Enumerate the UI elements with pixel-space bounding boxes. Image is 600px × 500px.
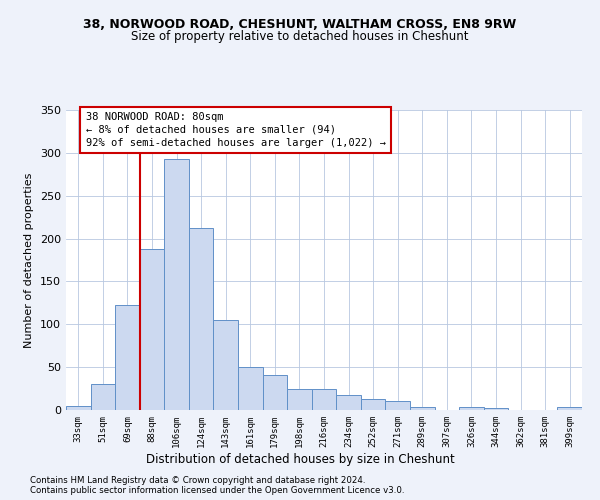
Y-axis label: Number of detached properties: Number of detached properties bbox=[25, 172, 34, 348]
Bar bbox=[115, 306, 140, 410]
Bar bbox=[91, 384, 115, 410]
Text: 38 NORWOOD ROAD: 80sqm
← 8% of detached houses are smaller (94)
92% of semi-deta: 38 NORWOOD ROAD: 80sqm ← 8% of detached … bbox=[86, 112, 386, 148]
Bar bbox=[66, 406, 91, 410]
Bar bbox=[484, 408, 508, 410]
Bar bbox=[214, 320, 238, 410]
Bar bbox=[312, 390, 336, 410]
Bar bbox=[263, 375, 287, 410]
Bar bbox=[287, 388, 312, 410]
Bar bbox=[459, 408, 484, 410]
Bar bbox=[336, 396, 361, 410]
Bar bbox=[557, 406, 582, 410]
Text: Contains public sector information licensed under the Open Government Licence v3: Contains public sector information licen… bbox=[30, 486, 404, 495]
Bar bbox=[140, 249, 164, 410]
Text: Distribution of detached houses by size in Cheshunt: Distribution of detached houses by size … bbox=[146, 452, 454, 466]
Bar bbox=[164, 159, 189, 410]
Bar bbox=[238, 367, 263, 410]
Text: 38, NORWOOD ROAD, CHESHUNT, WALTHAM CROSS, EN8 9RW: 38, NORWOOD ROAD, CHESHUNT, WALTHAM CROS… bbox=[83, 18, 517, 30]
Bar bbox=[385, 402, 410, 410]
Text: Size of property relative to detached houses in Cheshunt: Size of property relative to detached ho… bbox=[131, 30, 469, 43]
Bar bbox=[410, 406, 434, 410]
Bar bbox=[189, 228, 214, 410]
Text: Contains HM Land Registry data © Crown copyright and database right 2024.: Contains HM Land Registry data © Crown c… bbox=[30, 476, 365, 485]
Bar bbox=[361, 399, 385, 410]
